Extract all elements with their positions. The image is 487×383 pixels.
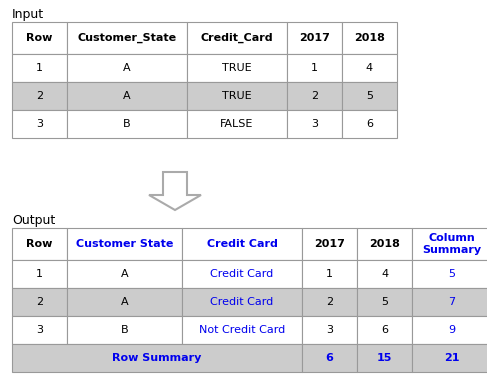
Bar [187, 22, 287, 54]
Text: TRUE: TRUE [222, 91, 252, 101]
Text: 4: 4 [366, 63, 373, 73]
Bar [302, 260, 357, 288]
Bar [412, 228, 487, 260]
Text: Row: Row [26, 33, 53, 43]
Text: Credit Card: Credit Card [210, 269, 274, 279]
Text: 6: 6 [326, 353, 334, 363]
Text: 2017: 2017 [299, 33, 330, 43]
Text: 2: 2 [326, 297, 333, 307]
Text: A: A [121, 297, 128, 307]
Text: Row: Row [26, 239, 53, 249]
Text: Column
Summary: Column Summary [422, 233, 482, 255]
Bar [187, 54, 287, 82]
Text: 2: 2 [36, 297, 43, 307]
Bar [357, 344, 412, 372]
Bar [12, 344, 302, 372]
Text: 1: 1 [326, 269, 333, 279]
Text: A: A [121, 269, 128, 279]
Text: Input: Input [12, 8, 44, 21]
Bar [182, 288, 302, 316]
Bar [182, 228, 302, 260]
Bar [302, 288, 357, 316]
Bar [357, 316, 412, 344]
Text: A: A [123, 63, 131, 73]
Text: 15: 15 [377, 353, 392, 363]
Bar [412, 316, 487, 344]
Bar [287, 110, 342, 138]
Text: 3: 3 [36, 325, 43, 335]
Bar [342, 82, 397, 110]
Text: B: B [121, 325, 128, 335]
Text: 21: 21 [444, 353, 460, 363]
Text: Customer_State: Customer_State [77, 33, 177, 43]
Bar [67, 82, 187, 110]
Bar [67, 54, 187, 82]
Text: 5: 5 [381, 297, 388, 307]
Bar [342, 110, 397, 138]
Bar [342, 54, 397, 82]
Bar [12, 110, 67, 138]
Text: Credit Card: Credit Card [206, 239, 278, 249]
Bar [67, 260, 182, 288]
Bar [287, 54, 342, 82]
Text: 2017: 2017 [314, 239, 345, 249]
Text: A: A [123, 91, 131, 101]
Text: FALSE: FALSE [220, 119, 254, 129]
Text: Output: Output [12, 214, 55, 227]
Text: 5: 5 [449, 269, 455, 279]
Text: 2: 2 [36, 91, 43, 101]
Bar [12, 82, 67, 110]
Text: 5: 5 [366, 91, 373, 101]
Bar [187, 82, 287, 110]
Text: Credit_Card: Credit_Card [201, 33, 273, 43]
Bar [357, 288, 412, 316]
Bar [12, 22, 67, 54]
Bar [412, 344, 487, 372]
Text: 6: 6 [366, 119, 373, 129]
Bar [12, 316, 67, 344]
Text: Customer State: Customer State [76, 239, 173, 249]
Bar [182, 316, 302, 344]
Text: Row Summary: Row Summary [112, 353, 202, 363]
Text: 3: 3 [36, 119, 43, 129]
Bar [67, 22, 187, 54]
Polygon shape [149, 172, 201, 210]
Bar [302, 316, 357, 344]
Bar [287, 82, 342, 110]
Text: 3: 3 [311, 119, 318, 129]
Text: 4: 4 [381, 269, 388, 279]
Text: 1: 1 [36, 63, 43, 73]
Text: 1: 1 [311, 63, 318, 73]
Bar [287, 22, 342, 54]
Bar [412, 260, 487, 288]
Text: 9: 9 [449, 325, 455, 335]
Bar [12, 228, 67, 260]
Text: 7: 7 [449, 297, 455, 307]
Bar [182, 260, 302, 288]
Text: B: B [123, 119, 131, 129]
Bar [67, 316, 182, 344]
Text: 1: 1 [36, 269, 43, 279]
Bar [357, 260, 412, 288]
Bar [67, 228, 182, 260]
Bar [67, 288, 182, 316]
Bar [302, 344, 357, 372]
Text: 6: 6 [381, 325, 388, 335]
Bar [412, 288, 487, 316]
Text: 3: 3 [326, 325, 333, 335]
Bar [302, 228, 357, 260]
Bar [12, 54, 67, 82]
Bar [342, 22, 397, 54]
Text: 2018: 2018 [369, 239, 400, 249]
Bar [357, 228, 412, 260]
Text: TRUE: TRUE [222, 63, 252, 73]
Bar [12, 288, 67, 316]
Text: Not Credit Card: Not Credit Card [199, 325, 285, 335]
Text: 2: 2 [311, 91, 318, 101]
Bar [12, 260, 67, 288]
Text: Credit Card: Credit Card [210, 297, 274, 307]
Bar [187, 110, 287, 138]
Bar [67, 110, 187, 138]
Text: 2018: 2018 [354, 33, 385, 43]
